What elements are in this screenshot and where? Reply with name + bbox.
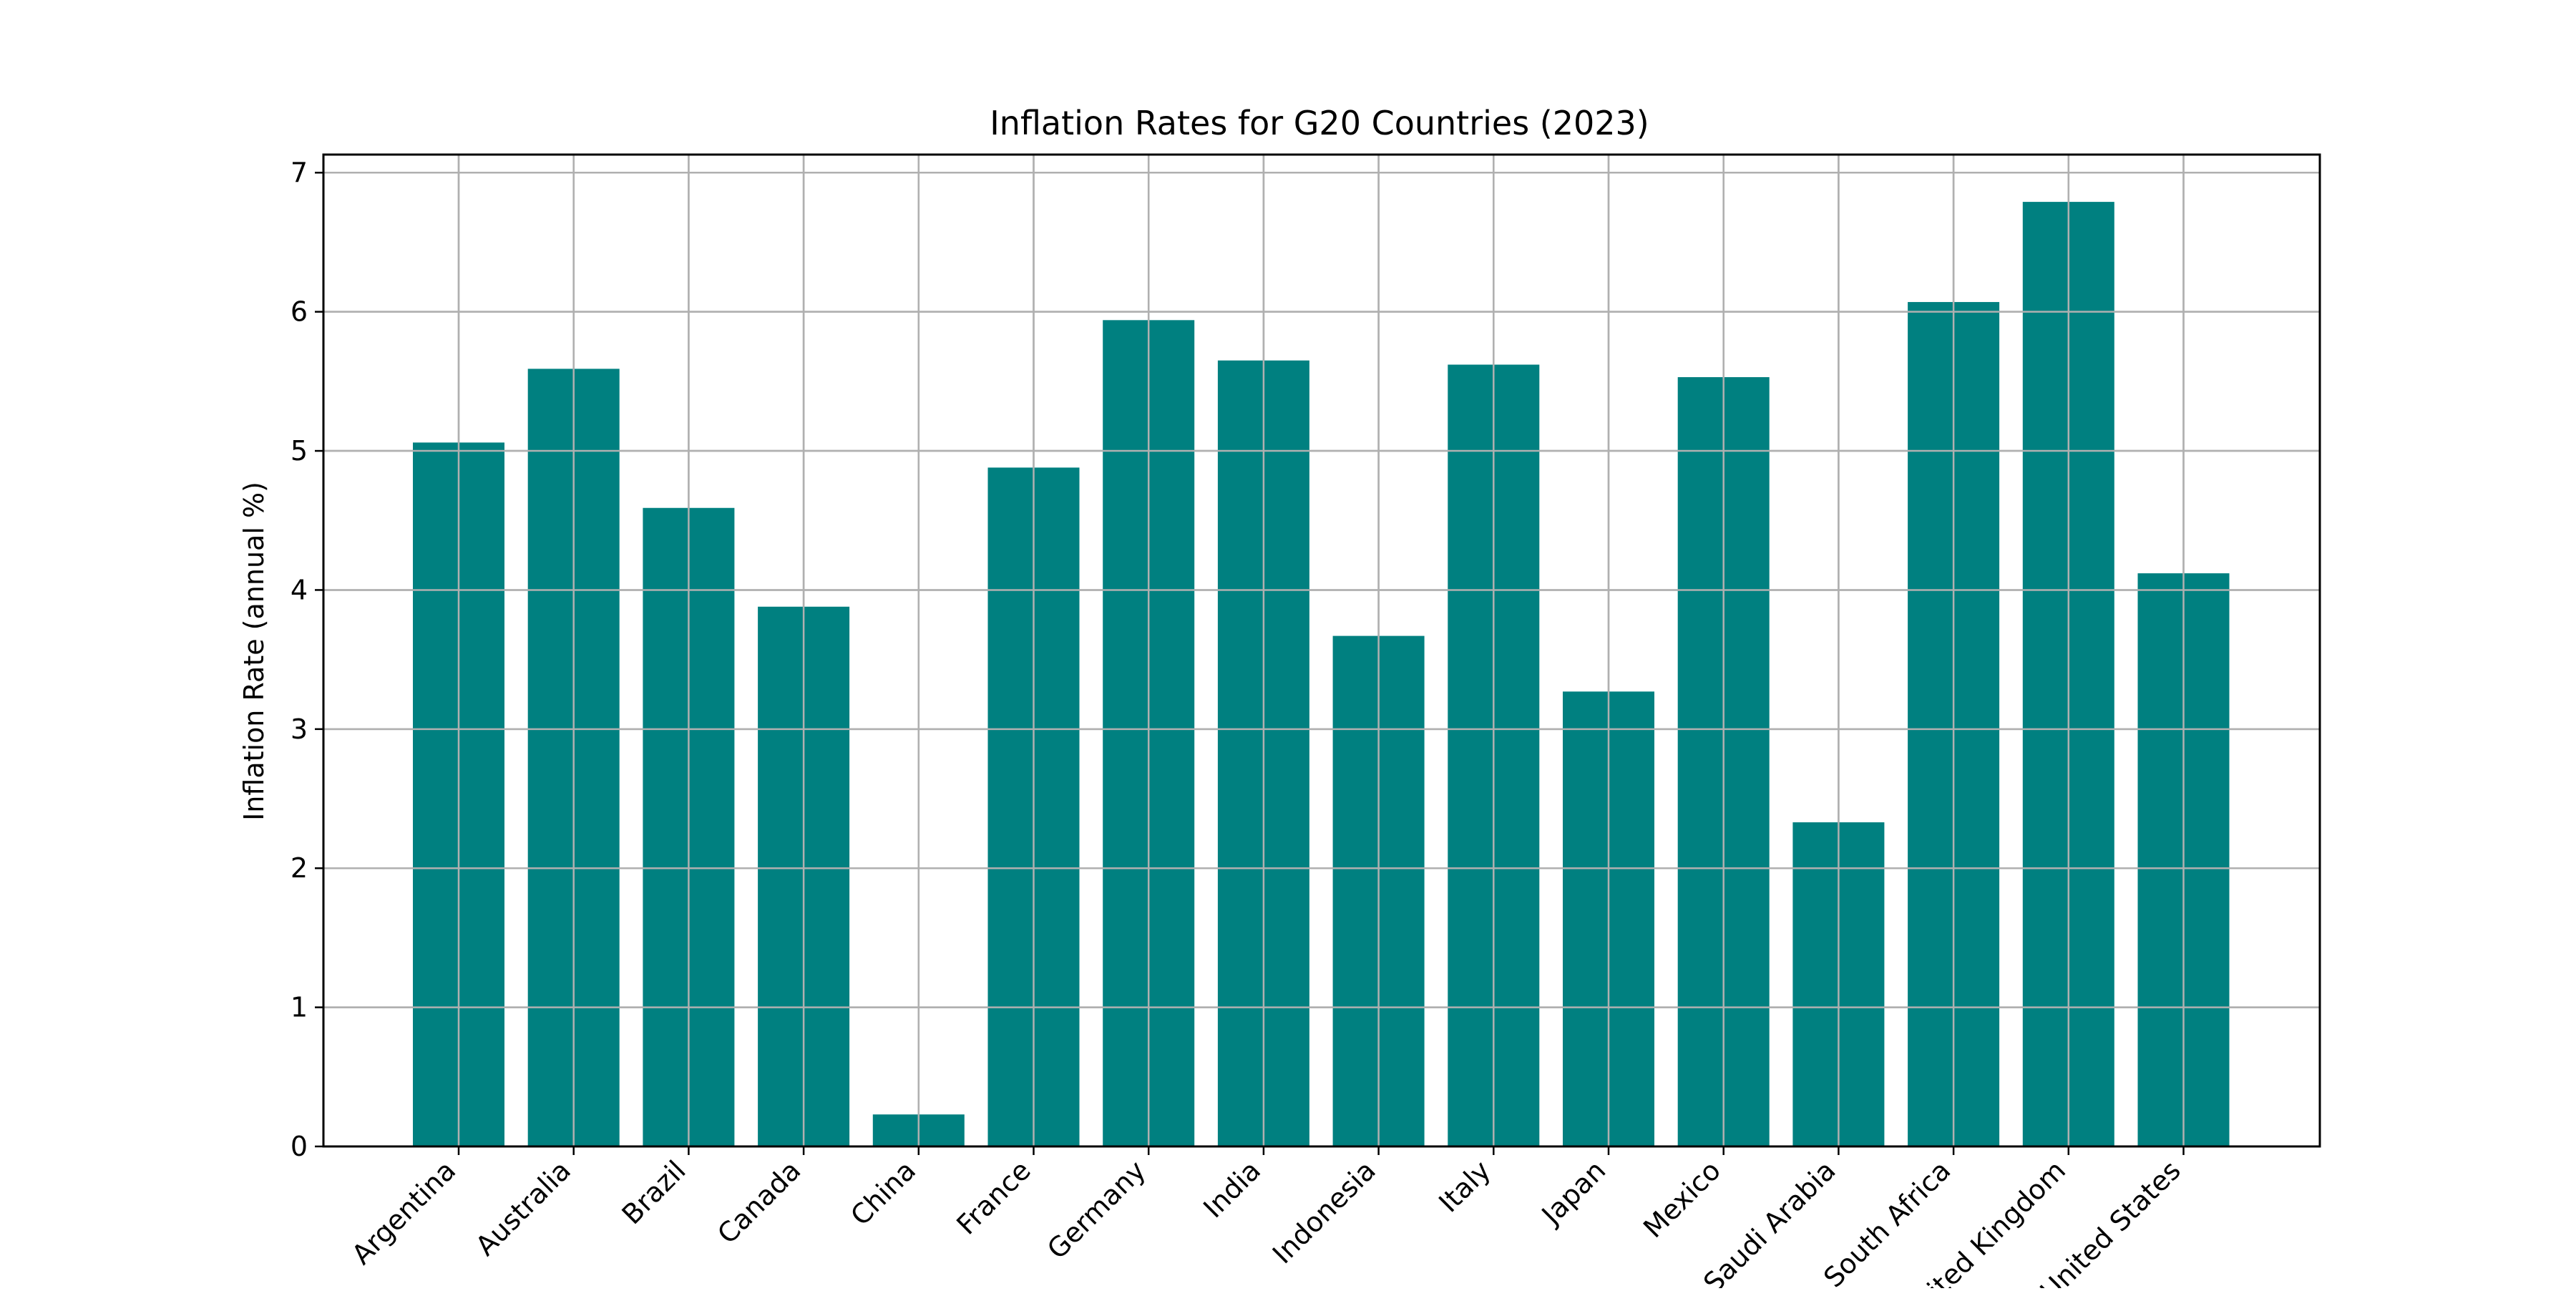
bars xyxy=(323,155,2320,1148)
axes xyxy=(315,153,2321,1155)
y-tick-label: 3 xyxy=(291,713,308,745)
x-tick-label: Brazil xyxy=(616,1154,692,1230)
x-tick-label: Indonesia xyxy=(1267,1154,1382,1270)
y-tick-label: 0 xyxy=(291,1131,308,1162)
x-tick-label: Mexico xyxy=(1637,1154,1727,1244)
x-tick-label: Japan xyxy=(1535,1154,1611,1231)
y-tick-label: 1 xyxy=(291,992,308,1023)
y-tick-label: 2 xyxy=(291,852,308,884)
x-tick-label: Italy xyxy=(1433,1154,1496,1218)
x-tick-label: India xyxy=(1197,1154,1267,1224)
x-tick-label: France xyxy=(950,1154,1036,1240)
x-tick-labels: Argentina Australia Brazil Canada China Franc… xyxy=(346,1154,2187,1288)
x-tick-label: Canada xyxy=(711,1154,806,1249)
x-tick-label: China xyxy=(844,1154,922,1232)
chart-title: Inflation Rates for G20 Countries (2023) xyxy=(990,104,1649,142)
plot-frame xyxy=(322,153,2321,1148)
x-tick-label: Argentina xyxy=(346,1154,462,1270)
y-tick-label: 7 xyxy=(291,157,308,188)
y-tick-label: 6 xyxy=(291,296,308,328)
x-tick-label: Germany xyxy=(1041,1154,1152,1265)
x-tick-label: Australia xyxy=(469,1154,577,1262)
y-tick-label: 4 xyxy=(291,574,308,605)
y-tick-labels: 0 1 2 3 4 5 6 7 xyxy=(291,157,308,1162)
y-tick-label: 5 xyxy=(291,435,308,467)
gridlines xyxy=(323,155,2320,1148)
y-axis-label: Inflation Rate (annual %) xyxy=(238,482,270,821)
